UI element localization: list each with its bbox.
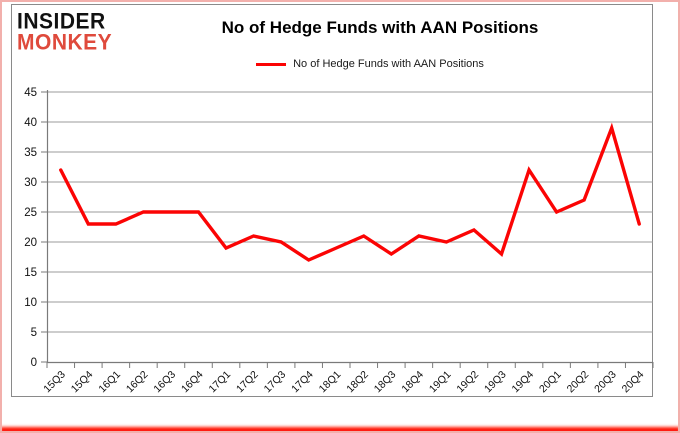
xtick-label-16Q2: 16Q2 [124,369,151,396]
ytick-label-15: 15 [24,267,37,279]
legend: No of Hedge Funds with AAN Positions [82,58,658,70]
ytick-label-30: 30 [24,177,37,189]
xtick-label-20Q3: 20Q3 [592,369,619,396]
xtick-label-20Q4: 20Q4 [620,369,647,396]
xtick-label-18Q3: 18Q3 [372,369,399,396]
xtick-label-19Q2: 19Q2 [454,369,481,396]
xtick-label-17Q3: 17Q3 [262,369,289,396]
ytick-label-45: 45 [24,87,37,99]
xtick-label-19Q3: 19Q3 [482,369,509,396]
ytick-label-25: 25 [24,207,37,219]
xtick-label-17Q4: 17Q4 [289,369,316,396]
legend-label: No of Hedge Funds with AAN Positions [293,58,484,70]
xtick-label-18Q2: 18Q2 [344,369,371,396]
logo-text-monkey: MONKEY [17,29,113,55]
ytick-label-20: 20 [24,237,37,249]
xtick-label-16Q1: 16Q1 [96,369,123,396]
ytick-label-0: 0 [31,357,37,369]
chart-title: No of Hedge Funds with AAN Positions [221,18,539,37]
series-line-hedge-funds [59,122,641,262]
ytick-label-10: 10 [24,297,37,309]
insider-monkey-logo: INSIDER MONKEY [17,9,113,55]
xtick-label-17Q1: 17Q1 [207,369,234,396]
legend-line-swatch [256,62,287,66]
frame-bottom-glow [2,427,678,431]
xtick-label-18Q4: 18Q4 [399,369,426,396]
xtick-label-20Q2: 20Q2 [565,369,592,396]
xtick-label-19Q1: 19Q1 [427,369,454,396]
xtick-label-16Q3: 16Q3 [151,369,178,396]
ytick-label-40: 40 [24,117,37,129]
ytick-label-35: 35 [24,147,37,159]
xtick-label-15Q3: 15Q3 [41,369,68,396]
ytick-label-5: 5 [31,327,37,339]
chart-inner-border [11,4,653,397]
xtick-label-16Q4: 16Q4 [179,369,206,396]
logo-text-insider: INSIDER [17,9,106,34]
xtick-label-15Q4: 15Q4 [69,369,96,396]
xtick-label-19Q4: 19Q4 [510,369,537,396]
xtick-label-18Q1: 18Q1 [317,369,344,396]
xtick-label-17Q2: 17Q2 [234,369,261,396]
xtick-label-20Q1: 20Q1 [537,369,564,396]
